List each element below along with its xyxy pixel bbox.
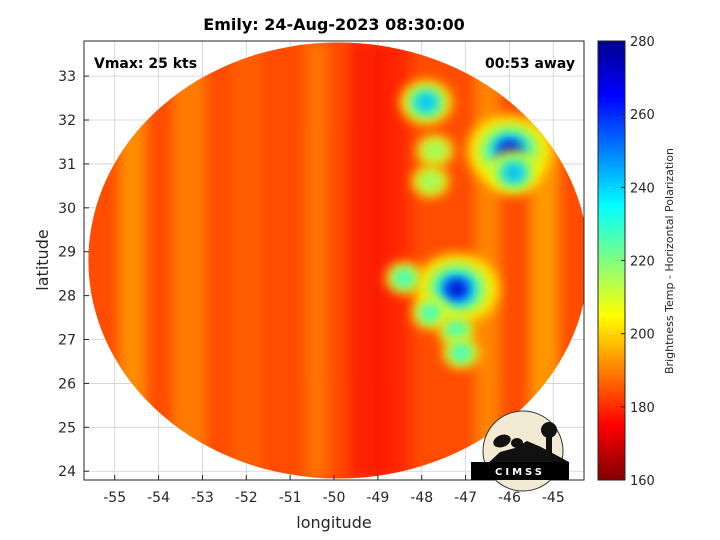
convective-cell xyxy=(487,150,540,195)
swath-background xyxy=(88,42,584,479)
colorbar-ticks: 160 180 200 220 240 260 280 xyxy=(621,35,655,489)
x-axis-ticks: -55 -54 -53 -52 -51 -50 -49 -48 -47 -46 -45 xyxy=(103,475,565,506)
convective-cell xyxy=(386,262,423,294)
convective-contour xyxy=(394,270,414,286)
x-tick-label: -54 xyxy=(147,490,170,506)
logo-tower-icon xyxy=(546,433,552,463)
convective-contour xyxy=(416,94,436,111)
x-tick-label: -45 xyxy=(542,490,565,506)
x-tick-label: -50 xyxy=(323,490,346,506)
logo-banner xyxy=(471,462,569,480)
colorbar-label: Brightness Temp - Horizontal Polarizatio… xyxy=(663,148,676,374)
x-tick-label: -48 xyxy=(410,490,433,506)
swath-streak xyxy=(304,42,329,479)
y-tick-label: 33 xyxy=(58,69,76,85)
colorbar-gradient xyxy=(597,40,626,481)
x-tick-label: -55 xyxy=(103,490,126,506)
y-tick-label: 31 xyxy=(58,157,76,173)
colorbar-tick-label: 280 xyxy=(630,35,655,50)
convection-features xyxy=(386,80,552,368)
convective-contour xyxy=(417,170,444,193)
convective-contour xyxy=(447,322,467,339)
swath-streak xyxy=(172,42,207,479)
convective-contour xyxy=(421,139,448,162)
x-tick-label: -53 xyxy=(191,490,214,506)
x-tick-label: -46 xyxy=(498,490,521,506)
colorbar-tick-label: 180 xyxy=(630,401,655,416)
convective-contour xyxy=(504,164,524,181)
logo-text: CIMSS xyxy=(495,467,545,478)
convective-contour xyxy=(448,282,465,296)
colorbar: 160 180 200 220 240 260 280 Brightness Temp - … xyxy=(597,35,676,489)
y-tick-label: 32 xyxy=(58,113,76,129)
x-axis-label: longitude xyxy=(296,513,371,532)
y-tick-label: 29 xyxy=(58,245,76,261)
plot-area: -55 -54 -53 -52 -51 -50 -49 -48 -47 -46 -45 24 25 26… xyxy=(58,40,585,506)
convective-cell xyxy=(400,80,453,125)
y-axis-label: latitude xyxy=(33,229,52,290)
y-tick-label: 26 xyxy=(58,376,76,392)
convective-cell xyxy=(412,166,449,197)
colorbar-tick-label: 160 xyxy=(630,474,655,489)
y-tick-label: 27 xyxy=(58,333,76,349)
logo-dish-small-icon xyxy=(511,438,523,448)
convective-cell xyxy=(443,337,480,368)
swath xyxy=(88,42,584,479)
convective-contour xyxy=(451,344,471,361)
convective-contour xyxy=(421,305,440,322)
swath-streak xyxy=(231,42,262,479)
chart-title: Emily: 24-Aug-2023 08:30:00 xyxy=(203,15,464,34)
y-tick-label: 30 xyxy=(58,201,76,217)
y-tick-label: 24 xyxy=(58,464,76,480)
x-tick-label: -51 xyxy=(279,490,302,506)
y-axis-ticks: 24 25 26 27 28 29 30 31 32 33 xyxy=(58,69,89,480)
y-tick-label: 28 xyxy=(58,289,76,305)
colorbar-tick-label: 240 xyxy=(630,181,655,196)
x-tick-label: -52 xyxy=(235,490,258,506)
colorbar-tick-label: 220 xyxy=(630,255,655,270)
y-tick-label: 25 xyxy=(58,420,76,436)
convective-cell xyxy=(412,297,449,329)
logo-tower-tank-icon xyxy=(541,422,557,438)
vmax-annotation: Vmax: 25 kts xyxy=(94,56,197,72)
x-tick-label: -49 xyxy=(366,490,389,506)
logo-satellite-dish-icon xyxy=(493,434,511,448)
colorbar-tick-label: 260 xyxy=(630,108,655,123)
time-away-annotation: 00:53 away xyxy=(485,56,575,72)
convective-cell xyxy=(416,135,453,167)
cimss-logo: CIMSS xyxy=(471,410,569,492)
x-tick-label: -47 xyxy=(454,490,477,506)
colorbar-tick-label: 200 xyxy=(630,328,655,343)
